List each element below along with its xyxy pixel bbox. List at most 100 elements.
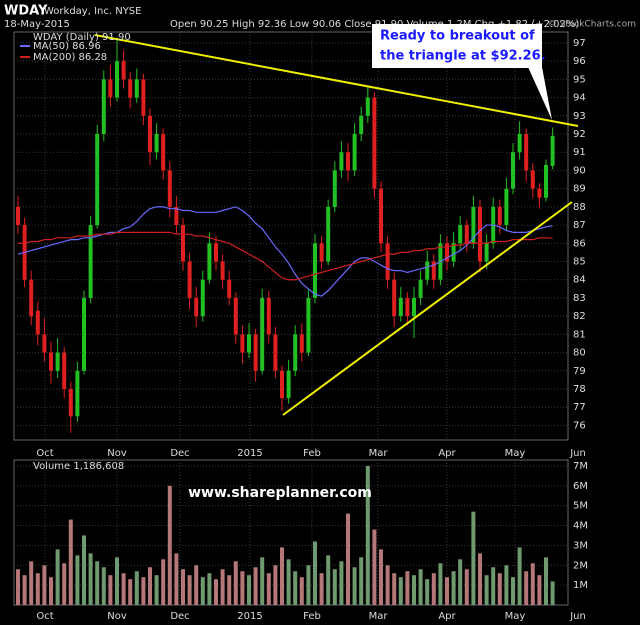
volume-bar bbox=[425, 579, 430, 605]
y-tick-label: 86 bbox=[573, 238, 586, 249]
volume-bar bbox=[491, 567, 496, 605]
candle-body bbox=[372, 97, 377, 189]
volume-bar bbox=[82, 535, 86, 605]
x-tick-label: Dec bbox=[170, 611, 189, 622]
callout-box bbox=[372, 24, 542, 68]
candle-body bbox=[273, 334, 278, 371]
y-tick-label: 1M bbox=[573, 580, 588, 591]
volume-bar bbox=[306, 565, 311, 605]
candle-body bbox=[484, 243, 489, 262]
volume-bar bbox=[280, 547, 284, 605]
y-tick-label: 79 bbox=[573, 366, 586, 377]
price-panel bbox=[13, 31, 569, 441]
moving-average bbox=[18, 231, 553, 281]
candle-body bbox=[200, 279, 205, 317]
volume-bar bbox=[174, 553, 179, 605]
y-tick-label: 96 bbox=[573, 56, 586, 67]
candle-body bbox=[29, 279, 34, 317]
candle-body bbox=[544, 164, 548, 198]
y-tick-label: 82 bbox=[573, 311, 586, 322]
candle-body bbox=[280, 370, 284, 399]
volume-bar bbox=[359, 557, 364, 605]
volume-bar bbox=[544, 557, 548, 605]
volume-bar bbox=[405, 571, 410, 605]
candle-body bbox=[471, 206, 476, 244]
candle-body bbox=[332, 170, 337, 207]
volume-bar bbox=[167, 485, 172, 605]
y-tick-label: 7M bbox=[573, 461, 588, 472]
volume-bar bbox=[524, 571, 529, 605]
candle-body bbox=[214, 243, 218, 262]
volume-bar bbox=[101, 567, 106, 605]
x-tick-label: Feb bbox=[303, 611, 321, 622]
candle-body bbox=[167, 170, 172, 207]
volume-bar bbox=[418, 569, 423, 605]
x-tick-label: Mar bbox=[369, 448, 389, 459]
volume-bar bbox=[154, 575, 159, 605]
y-tick-label: 2M bbox=[573, 560, 588, 571]
volume-bar bbox=[260, 557, 265, 605]
volume-bar bbox=[141, 577, 146, 605]
volume-bar bbox=[253, 567, 258, 605]
volume-bar bbox=[451, 571, 456, 605]
candle-body bbox=[293, 334, 298, 371]
candle-body bbox=[174, 206, 179, 226]
candle-body bbox=[247, 334, 251, 353]
volume-bar bbox=[497, 573, 502, 605]
volume-bar bbox=[319, 573, 324, 605]
watermark: www.shareplanner.com bbox=[188, 485, 372, 501]
credit: © StockCharts.com bbox=[548, 20, 636, 30]
x-tick-label: Jun bbox=[569, 611, 586, 622]
legend-entry: WDAY (Daily) 91.90 bbox=[33, 32, 131, 43]
volume-bar bbox=[161, 559, 166, 605]
callout-text: Ready to breakout of bbox=[380, 29, 535, 44]
volume-bar bbox=[49, 577, 53, 605]
volume-bar bbox=[95, 561, 100, 605]
candle-body bbox=[121, 61, 126, 80]
candle-body bbox=[95, 134, 100, 226]
volume-bar bbox=[207, 573, 212, 605]
volume-bar bbox=[227, 575, 232, 605]
candle-body bbox=[313, 243, 317, 298]
y-tick-label: 84 bbox=[573, 275, 586, 286]
candle-body bbox=[497, 206, 502, 226]
x-tick-label: Jun bbox=[569, 448, 586, 459]
candle-body bbox=[478, 206, 482, 262]
candle-body bbox=[141, 79, 146, 116]
candle-body bbox=[240, 334, 245, 353]
volume-bar bbox=[484, 575, 489, 605]
volume-bar bbox=[352, 567, 357, 605]
y-tick-label: 92 bbox=[573, 129, 586, 140]
volume-bar bbox=[214, 579, 218, 605]
volume-bar bbox=[35, 573, 40, 605]
volume-bar bbox=[286, 559, 291, 605]
candle-body bbox=[379, 188, 383, 244]
candle-body bbox=[220, 261, 225, 280]
volume-bar bbox=[550, 581, 555, 605]
volume-bar bbox=[313, 541, 317, 605]
y-tick-label: 91 bbox=[573, 147, 586, 158]
candle-body bbox=[286, 370, 291, 399]
candle-body bbox=[550, 135, 555, 166]
moving-average bbox=[17, 206, 553, 297]
volume-bar bbox=[293, 571, 298, 605]
x-tick-label: Oct bbox=[36, 611, 53, 622]
volume-bar bbox=[346, 513, 350, 605]
volume-bar bbox=[478, 553, 482, 605]
volume-bar bbox=[108, 575, 113, 605]
candle-body bbox=[154, 134, 159, 153]
y-tick-label: 93 bbox=[573, 111, 586, 122]
volume-bar bbox=[392, 573, 397, 605]
volume-bar bbox=[181, 569, 185, 605]
candle-body bbox=[524, 134, 529, 171]
volume-bar bbox=[464, 569, 469, 605]
candle-body bbox=[101, 79, 106, 134]
volume-bar bbox=[379, 549, 383, 605]
volume-bar bbox=[511, 577, 515, 605]
volume-bar bbox=[220, 569, 225, 605]
candle-body bbox=[392, 279, 397, 317]
volume-bar bbox=[326, 555, 331, 605]
candle-body bbox=[227, 279, 232, 298]
y-tick-label: 88 bbox=[573, 202, 586, 213]
volume-bar bbox=[398, 577, 403, 605]
